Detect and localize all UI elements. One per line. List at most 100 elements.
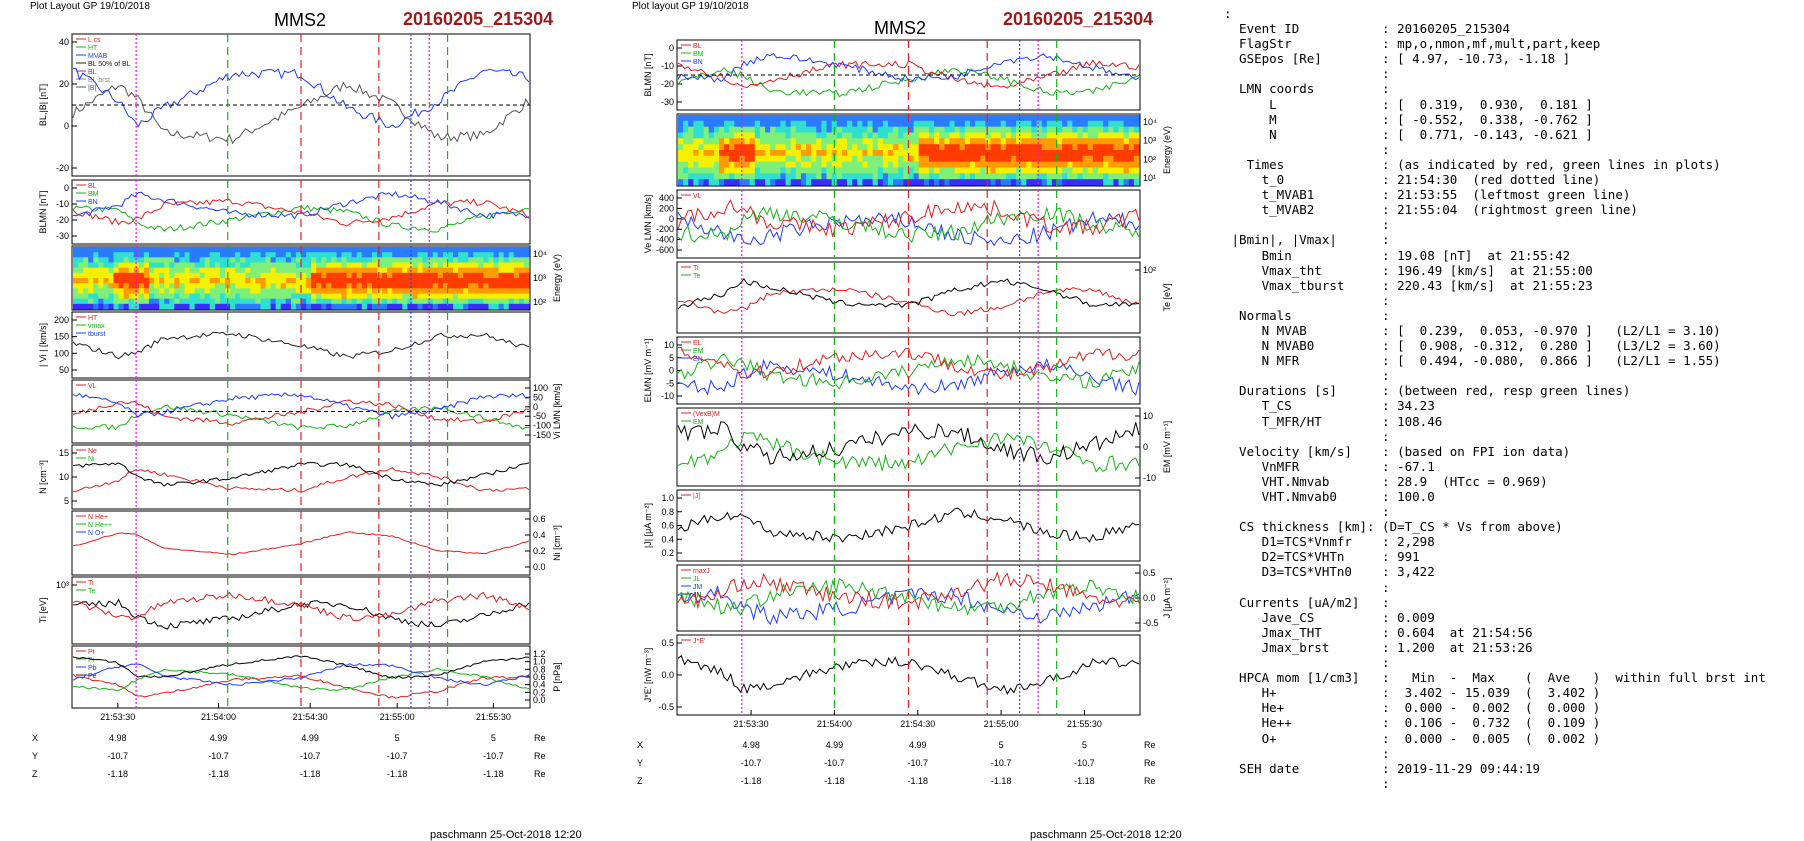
spectrogram-cell <box>138 283 145 289</box>
spectrogram-cell <box>1123 115 1130 122</box>
spectrogram-cell <box>934 115 940 122</box>
spectrogram-cell <box>458 283 464 289</box>
spectrogram-cell <box>523 278 530 284</box>
spectrogram-cell <box>493 257 500 264</box>
spectrogram-cell <box>821 144 828 151</box>
spectrogram-cell <box>447 262 454 269</box>
spectrogram-cell <box>83 262 89 269</box>
spectrogram-cell <box>990 144 997 151</box>
spectrogram-cell <box>806 144 812 151</box>
spectrogram-cell <box>708 115 715 122</box>
spectrogram-cell <box>240 272 246 279</box>
spectrogram-cell <box>361 303 368 310</box>
spectrogram-cell <box>270 267 277 274</box>
spectrogram-cell <box>407 293 414 300</box>
spectrogram-cell <box>306 288 312 295</box>
spectrogram-cell <box>934 161 940 169</box>
position-row-label: Z <box>637 776 643 786</box>
spectrogram-cell <box>1128 126 1135 134</box>
spectrogram-cell <box>169 303 175 310</box>
spectrogram-cell <box>1113 115 1120 122</box>
spectrogram-cell <box>133 298 140 305</box>
spectrogram-cell <box>949 115 956 122</box>
y-tick-label: 100 <box>533 383 548 393</box>
spectrogram-cell <box>857 126 863 134</box>
spectrogram-cell <box>1051 173 1058 180</box>
spectrogram-cell <box>326 298 332 305</box>
spectrogram-cell <box>1021 126 1027 134</box>
spectrogram-cell <box>351 278 358 284</box>
spectrogram-cell <box>888 126 894 134</box>
spectrogram-cell <box>734 138 740 145</box>
spectrogram-cell <box>427 262 434 269</box>
spectrogram-cell <box>209 252 216 258</box>
spectrogram-cell <box>990 179 997 186</box>
spectrogram-cell <box>295 283 302 289</box>
spectrogram-cell <box>785 167 792 174</box>
spectrogram-cell <box>128 298 135 305</box>
spectrogram-cell <box>214 267 221 274</box>
spectrogram-cell <box>83 257 89 264</box>
spectrogram-cell <box>913 132 920 139</box>
spectrogram-cell <box>123 267 130 274</box>
spectrogram-cell <box>1062 179 1068 186</box>
spectrogram-cell <box>749 138 756 145</box>
spectrogram-cell <box>729 155 735 163</box>
spectrogram-cell <box>995 132 1002 139</box>
spectrogram-cell <box>463 262 469 269</box>
spectrogram-cell <box>990 138 997 145</box>
y-tick-label: 0.6 <box>533 514 546 524</box>
spectrogram-cell <box>159 303 165 310</box>
spectrogram-cell <box>949 126 956 134</box>
summary-line: M : [ -0.552, 0.338, -0.762 ] <box>1224 111 1593 127</box>
spectrogram-cell <box>1067 155 1073 163</box>
spectrogram-cell <box>949 150 956 157</box>
spectrogram-cell <box>275 298 282 305</box>
spectrogram-cell <box>1072 179 1079 186</box>
spectrogram-cell <box>1026 167 1032 174</box>
spectrogram-cell <box>790 126 797 134</box>
spectrogram-cell <box>382 278 388 284</box>
spectrogram-cell <box>826 179 833 186</box>
spectrogram-cell <box>316 288 322 295</box>
spectrogram-cell <box>518 298 525 305</box>
spectrogram-cell <box>821 150 828 157</box>
spectrogram-cell <box>88 288 94 295</box>
spectrogram-cell <box>985 144 991 151</box>
spectrogram-cell <box>995 179 1002 186</box>
spectrogram-cell <box>103 262 110 269</box>
spectrogram-cell <box>918 132 925 139</box>
spectrogram-cell <box>852 155 858 163</box>
spectrogram-cell <box>1118 132 1125 139</box>
spectrogram-cell <box>1005 138 1012 145</box>
spectrogram-cell <box>377 288 383 295</box>
spectrogram-cell <box>760 138 766 145</box>
legend-entry: Pt <box>88 649 95 656</box>
spectrogram-cell <box>959 155 966 163</box>
spectrogram-cell <box>306 257 312 264</box>
spectrogram-cell <box>713 155 720 163</box>
spectrogram-cell <box>73 272 79 279</box>
legend-entry: |J| <box>693 493 700 500</box>
legend-entry: BL <box>693 43 702 50</box>
spectrogram-cell <box>1103 144 1109 151</box>
spectrogram-cell <box>1087 132 1094 139</box>
spectrogram-cell <box>959 132 966 139</box>
spectrogram-cell <box>841 161 848 169</box>
spectrogram-cell <box>98 298 104 305</box>
spectrogram-cell <box>841 132 848 139</box>
spectrogram-cell <box>164 283 170 289</box>
spectrogram-cell <box>688 115 694 122</box>
spectrogram-cell <box>128 252 135 258</box>
spectrogram-cell <box>1113 155 1120 163</box>
spectrogram-cell <box>427 303 434 310</box>
spectrogram-cell <box>113 267 120 274</box>
spectrogram-cell <box>929 138 935 145</box>
spectrogram-cell <box>321 247 327 253</box>
spectrogram-cell <box>523 293 530 300</box>
spectrogram-cell <box>159 298 165 305</box>
spectrogram-cell <box>1133 179 1140 186</box>
spectrogram-cell <box>169 293 175 300</box>
spectrogram-cell <box>1128 167 1135 174</box>
position-row-label: X <box>32 733 38 743</box>
